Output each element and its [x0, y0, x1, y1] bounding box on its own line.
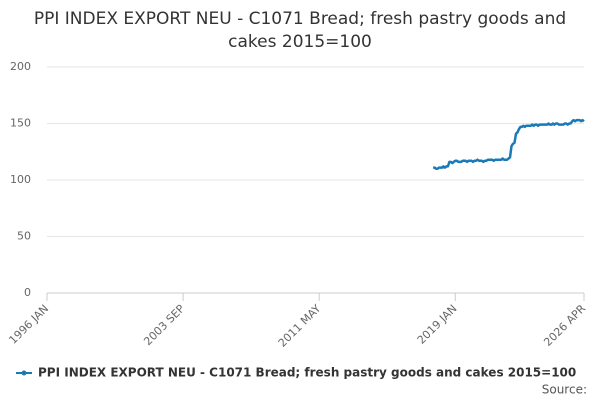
- legend-label: PPI INDEX EXPORT NEU - C1071 Bread; fres…: [38, 366, 576, 380]
- source: Source:: [542, 383, 587, 397]
- x-tick-label: 2019 JAN: [415, 302, 460, 347]
- y-tick-label: 150: [10, 117, 31, 130]
- x-tick-label: 1996 JAN: [6, 302, 51, 347]
- legend-marker: [21, 370, 27, 376]
- x-tick-label: 2026 APR: [541, 302, 588, 349]
- series-line: [433, 118, 585, 170]
- x-tick-label: 2011 MAY: [276, 302, 324, 350]
- x-tick-label: 2003 SEP: [141, 302, 187, 348]
- y-tick-label: 0: [24, 286, 31, 299]
- y-tick-label: 50: [17, 230, 31, 243]
- y-tick-label: 100: [10, 173, 31, 186]
- chart-title: PPI INDEX EXPORT NEU - C1071 Bread; fres…: [33, 9, 567, 52]
- y-tick-label: 200: [10, 60, 31, 73]
